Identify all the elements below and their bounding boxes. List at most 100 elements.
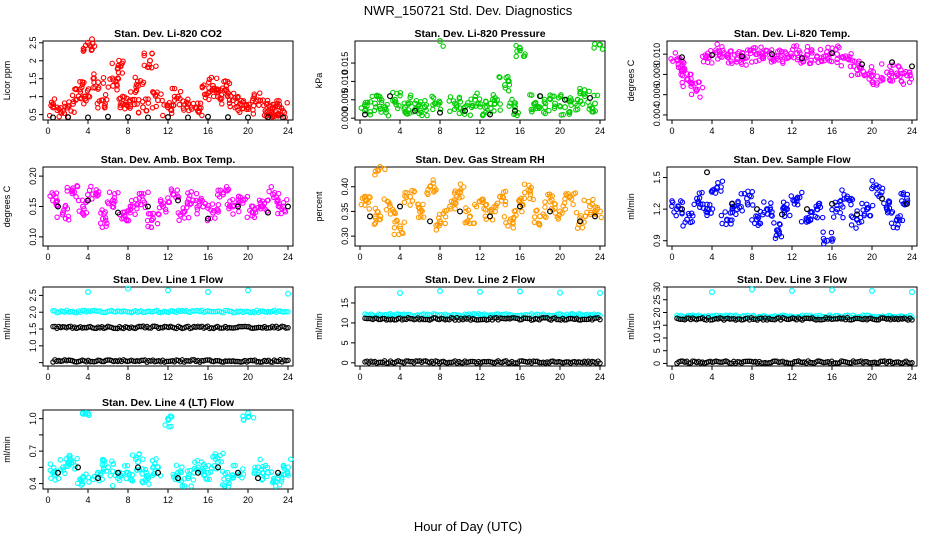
data-point bbox=[744, 47, 751, 53]
data-point bbox=[753, 51, 759, 58]
x-tick-label: 24 bbox=[595, 252, 605, 262]
data-point bbox=[207, 89, 213, 95]
data-point bbox=[131, 101, 138, 108]
data-point bbox=[134, 205, 140, 212]
data-point bbox=[788, 193, 794, 199]
x-tick-label: 24 bbox=[595, 126, 605, 136]
data-point bbox=[124, 114, 131, 121]
data-point bbox=[688, 91, 695, 98]
data-point bbox=[165, 114, 172, 121]
data-point bbox=[734, 56, 741, 62]
data-point bbox=[405, 107, 412, 113]
data-point bbox=[402, 189, 408, 196]
data-point bbox=[181, 483, 188, 489]
data-point bbox=[886, 198, 893, 205]
data-point bbox=[586, 88, 592, 95]
data-point bbox=[247, 207, 253, 214]
data-point bbox=[561, 104, 568, 111]
data-point bbox=[264, 97, 271, 104]
data-point bbox=[516, 203, 523, 210]
data-point bbox=[93, 187, 99, 193]
data-point bbox=[709, 60, 715, 66]
data-point bbox=[74, 183, 80, 189]
data-point bbox=[577, 98, 584, 104]
data-point bbox=[140, 79, 147, 86]
data-point bbox=[80, 211, 87, 217]
data-point bbox=[265, 197, 271, 203]
data-point bbox=[425, 191, 431, 198]
data-point bbox=[788, 50, 794, 57]
data-point bbox=[870, 183, 877, 190]
data-point bbox=[78, 482, 84, 488]
data-point bbox=[411, 188, 418, 195]
panel-6: Stan. Dev. Sample Flow ml/min 0 4 8 12 16 20 24 0… bbox=[626, 154, 918, 262]
data-point bbox=[145, 189, 151, 196]
data-point bbox=[65, 213, 72, 220]
data-point bbox=[232, 462, 238, 469]
data-point bbox=[840, 204, 846, 210]
data-point bbox=[837, 209, 843, 216]
data-point bbox=[761, 209, 767, 216]
data-point bbox=[582, 91, 588, 97]
data-point bbox=[154, 463, 161, 470]
x-tick-label: 8 bbox=[125, 126, 130, 136]
data-point bbox=[141, 52, 147, 59]
data-point bbox=[851, 63, 857, 70]
y-tick-label: 20 bbox=[652, 307, 662, 317]
data-point bbox=[223, 183, 230, 190]
data-point bbox=[127, 89, 134, 95]
data-point bbox=[241, 417, 247, 423]
data-point bbox=[285, 308, 291, 315]
panel-10: Stan. Dev. Line 4 (LT) Flow ml/min 0 4 8 12 16… bbox=[2, 397, 294, 505]
data-point bbox=[367, 111, 374, 118]
data-point bbox=[128, 197, 135, 204]
data-point bbox=[760, 55, 767, 62]
data-point bbox=[577, 85, 583, 92]
data-point bbox=[793, 43, 800, 49]
data-point bbox=[397, 203, 404, 210]
data-point bbox=[174, 187, 181, 193]
data-point bbox=[418, 109, 424, 116]
data-point bbox=[483, 216, 490, 222]
data-point bbox=[839, 187, 845, 193]
data-point bbox=[115, 76, 122, 82]
data-point bbox=[166, 99, 173, 106]
data-point bbox=[456, 110, 463, 117]
y-tick-label: 1.0 bbox=[28, 412, 38, 425]
data-point bbox=[285, 325, 291, 331]
data-point bbox=[497, 101, 503, 107]
data-point bbox=[706, 206, 712, 213]
y-axis-label: Licor ppm bbox=[2, 61, 12, 101]
data-point bbox=[153, 103, 159, 110]
data-point bbox=[185, 114, 192, 121]
x-tick-label: 4 bbox=[709, 126, 714, 136]
data-point bbox=[784, 201, 790, 208]
data-point bbox=[771, 220, 777, 226]
panel-title: Stan. Dev. Line 1 Flow bbox=[113, 274, 224, 286]
data-point bbox=[452, 200, 459, 206]
data-point bbox=[169, 188, 175, 194]
data-point bbox=[536, 105, 543, 112]
data-point bbox=[895, 63, 902, 69]
data-point bbox=[540, 211, 547, 217]
data-point bbox=[54, 469, 61, 476]
data-point bbox=[139, 471, 145, 477]
y-axis-label: ml/min bbox=[2, 313, 12, 340]
data-point bbox=[98, 97, 105, 103]
data-point bbox=[514, 112, 520, 119]
data-point bbox=[269, 111, 276, 118]
data-point bbox=[84, 197, 91, 204]
data-point bbox=[268, 469, 275, 475]
data-point bbox=[596, 289, 603, 296]
data-point bbox=[288, 456, 294, 463]
data-point bbox=[820, 240, 827, 247]
data-point bbox=[402, 193, 408, 199]
x-tick-label: 16 bbox=[827, 252, 837, 262]
data-point bbox=[743, 62, 749, 68]
data-point bbox=[522, 51, 528, 57]
data-point bbox=[134, 454, 140, 461]
x-tick-label: 4 bbox=[397, 126, 402, 136]
data-point bbox=[731, 52, 738, 58]
data-point bbox=[782, 49, 788, 55]
data-point bbox=[266, 188, 272, 195]
